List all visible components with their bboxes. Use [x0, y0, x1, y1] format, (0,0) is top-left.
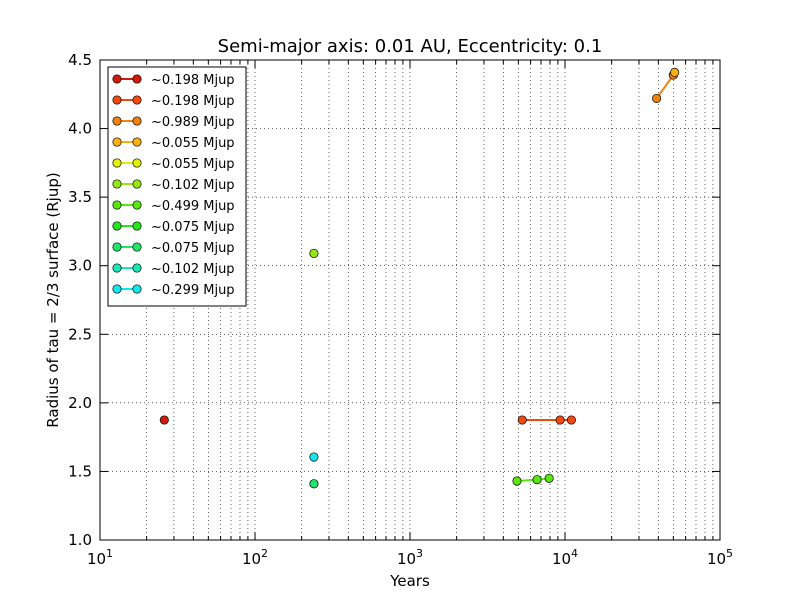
legend-label: ~0.198 Mjup: [151, 73, 235, 88]
legend-entry: ~0.198 Mjup: [112, 73, 235, 88]
legend-entry: ~0.055 Mjup: [112, 136, 235, 151]
data-point: [532, 475, 542, 485]
legend-label: ~0.075 Mjup: [151, 220, 235, 235]
x-tick-label: 101: [87, 547, 113, 568]
legend-label: ~0.499 Mjup: [151, 199, 235, 214]
legend-marker: [132, 116, 142, 126]
legend-marker: [132, 200, 142, 210]
legend-marker: [132, 263, 142, 273]
legend-entry: ~0.075 Mjup: [112, 220, 235, 235]
series-8: [309, 479, 319, 489]
y-axis-label: Radius of tau = 2/3 surface (Rjup): [44, 172, 62, 427]
legend-entry: ~0.299 Mjup: [112, 283, 235, 298]
legend-label: ~0.102 Mjup: [151, 262, 235, 277]
ticks: 101 102 103 104 105 1.0 1.5 2.0 2.5 3.0 3.5 4.0 4.5: [68, 51, 733, 568]
legend-marker: [132, 179, 142, 189]
y-tick-label: 1.5: [68, 462, 92, 480]
legend-label: ~0.075 Mjup: [151, 241, 235, 256]
legend-marker: [132, 284, 142, 294]
legend-entry: ~0.198 Mjup: [112, 94, 235, 109]
series-10: [309, 452, 319, 462]
legend-marker: [132, 95, 142, 105]
legend-label: ~0.055 Mjup: [151, 136, 235, 151]
legend-entry: ~0.075 Mjup: [112, 241, 235, 256]
data-point: [652, 93, 662, 103]
series-6: [512, 473, 554, 486]
legend-marker: [132, 137, 142, 147]
legend-marker: [112, 200, 122, 210]
y-tick-label: 4.5: [68, 51, 92, 69]
y-tick-label: 4.0: [68, 120, 92, 138]
legend-marker: [112, 95, 122, 105]
legend-label: ~0.989 Mjup: [151, 115, 235, 130]
legend-marker: [112, 221, 122, 231]
legend-marker: [112, 158, 122, 168]
legend-marker: [112, 263, 122, 273]
x-tick-label: 102: [242, 547, 268, 568]
legend-marker: [132, 242, 142, 252]
legend-entry: ~0.102 Mjup: [112, 262, 235, 277]
series-3: [670, 67, 680, 77]
data-point: [544, 473, 554, 483]
legend-entry: ~0.989 Mjup: [112, 115, 235, 130]
data-point: [309, 479, 319, 489]
legend-label: ~0.198 Mjup: [151, 94, 235, 109]
series-5: [309, 248, 319, 258]
x-tick-label: 103: [397, 547, 423, 568]
legend-entry: ~0.055 Mjup: [112, 157, 235, 172]
x-axis-label: Years: [389, 572, 430, 590]
legend-entry: ~0.102 Mjup: [112, 178, 235, 193]
series-layer: [159, 67, 680, 489]
legend-marker: [112, 137, 122, 147]
x-tick-label: 104: [552, 547, 578, 568]
y-tick-label: 3.5: [68, 188, 92, 206]
data-point: [555, 415, 565, 425]
legend-box: [107, 66, 247, 307]
chart-title: Semi-major axis: 0.01 AU, Eccentricity: …: [218, 36, 603, 57]
legend-marker: [112, 179, 122, 189]
legend: ~0.198 Mjup ~0.198 Mjup ~0.989 Mjup ~0.055 …: [107, 66, 247, 307]
series-0: [159, 415, 169, 425]
data-point: [159, 415, 169, 425]
data-point: [670, 67, 680, 77]
legend-marker: [112, 74, 122, 84]
data-point: [512, 476, 522, 486]
series-line: [655, 74, 675, 99]
y-tick-label: 2.0: [68, 394, 92, 412]
y-tick-label: 1.0: [68, 531, 92, 549]
legend-marker: [132, 158, 142, 168]
legend-entry: ~0.499 Mjup: [112, 199, 235, 214]
legend-marker: [112, 242, 122, 252]
data-point: [566, 415, 576, 425]
legend-label: ~0.055 Mjup: [151, 157, 235, 172]
legend-marker: [132, 74, 142, 84]
data-point: [517, 415, 527, 425]
data-point: [309, 452, 319, 462]
legend-label: ~0.299 Mjup: [151, 283, 235, 298]
legend-marker: [132, 221, 142, 231]
legend-marker: [112, 284, 122, 294]
data-point: [309, 248, 319, 258]
y-tick-label: 3.0: [68, 257, 92, 275]
legend-label: ~0.102 Mjup: [151, 178, 235, 193]
legend-marker: [112, 116, 122, 126]
series-1: [517, 415, 576, 425]
x-tick-label: 105: [707, 547, 733, 568]
y-tick-label: 2.5: [68, 325, 92, 343]
